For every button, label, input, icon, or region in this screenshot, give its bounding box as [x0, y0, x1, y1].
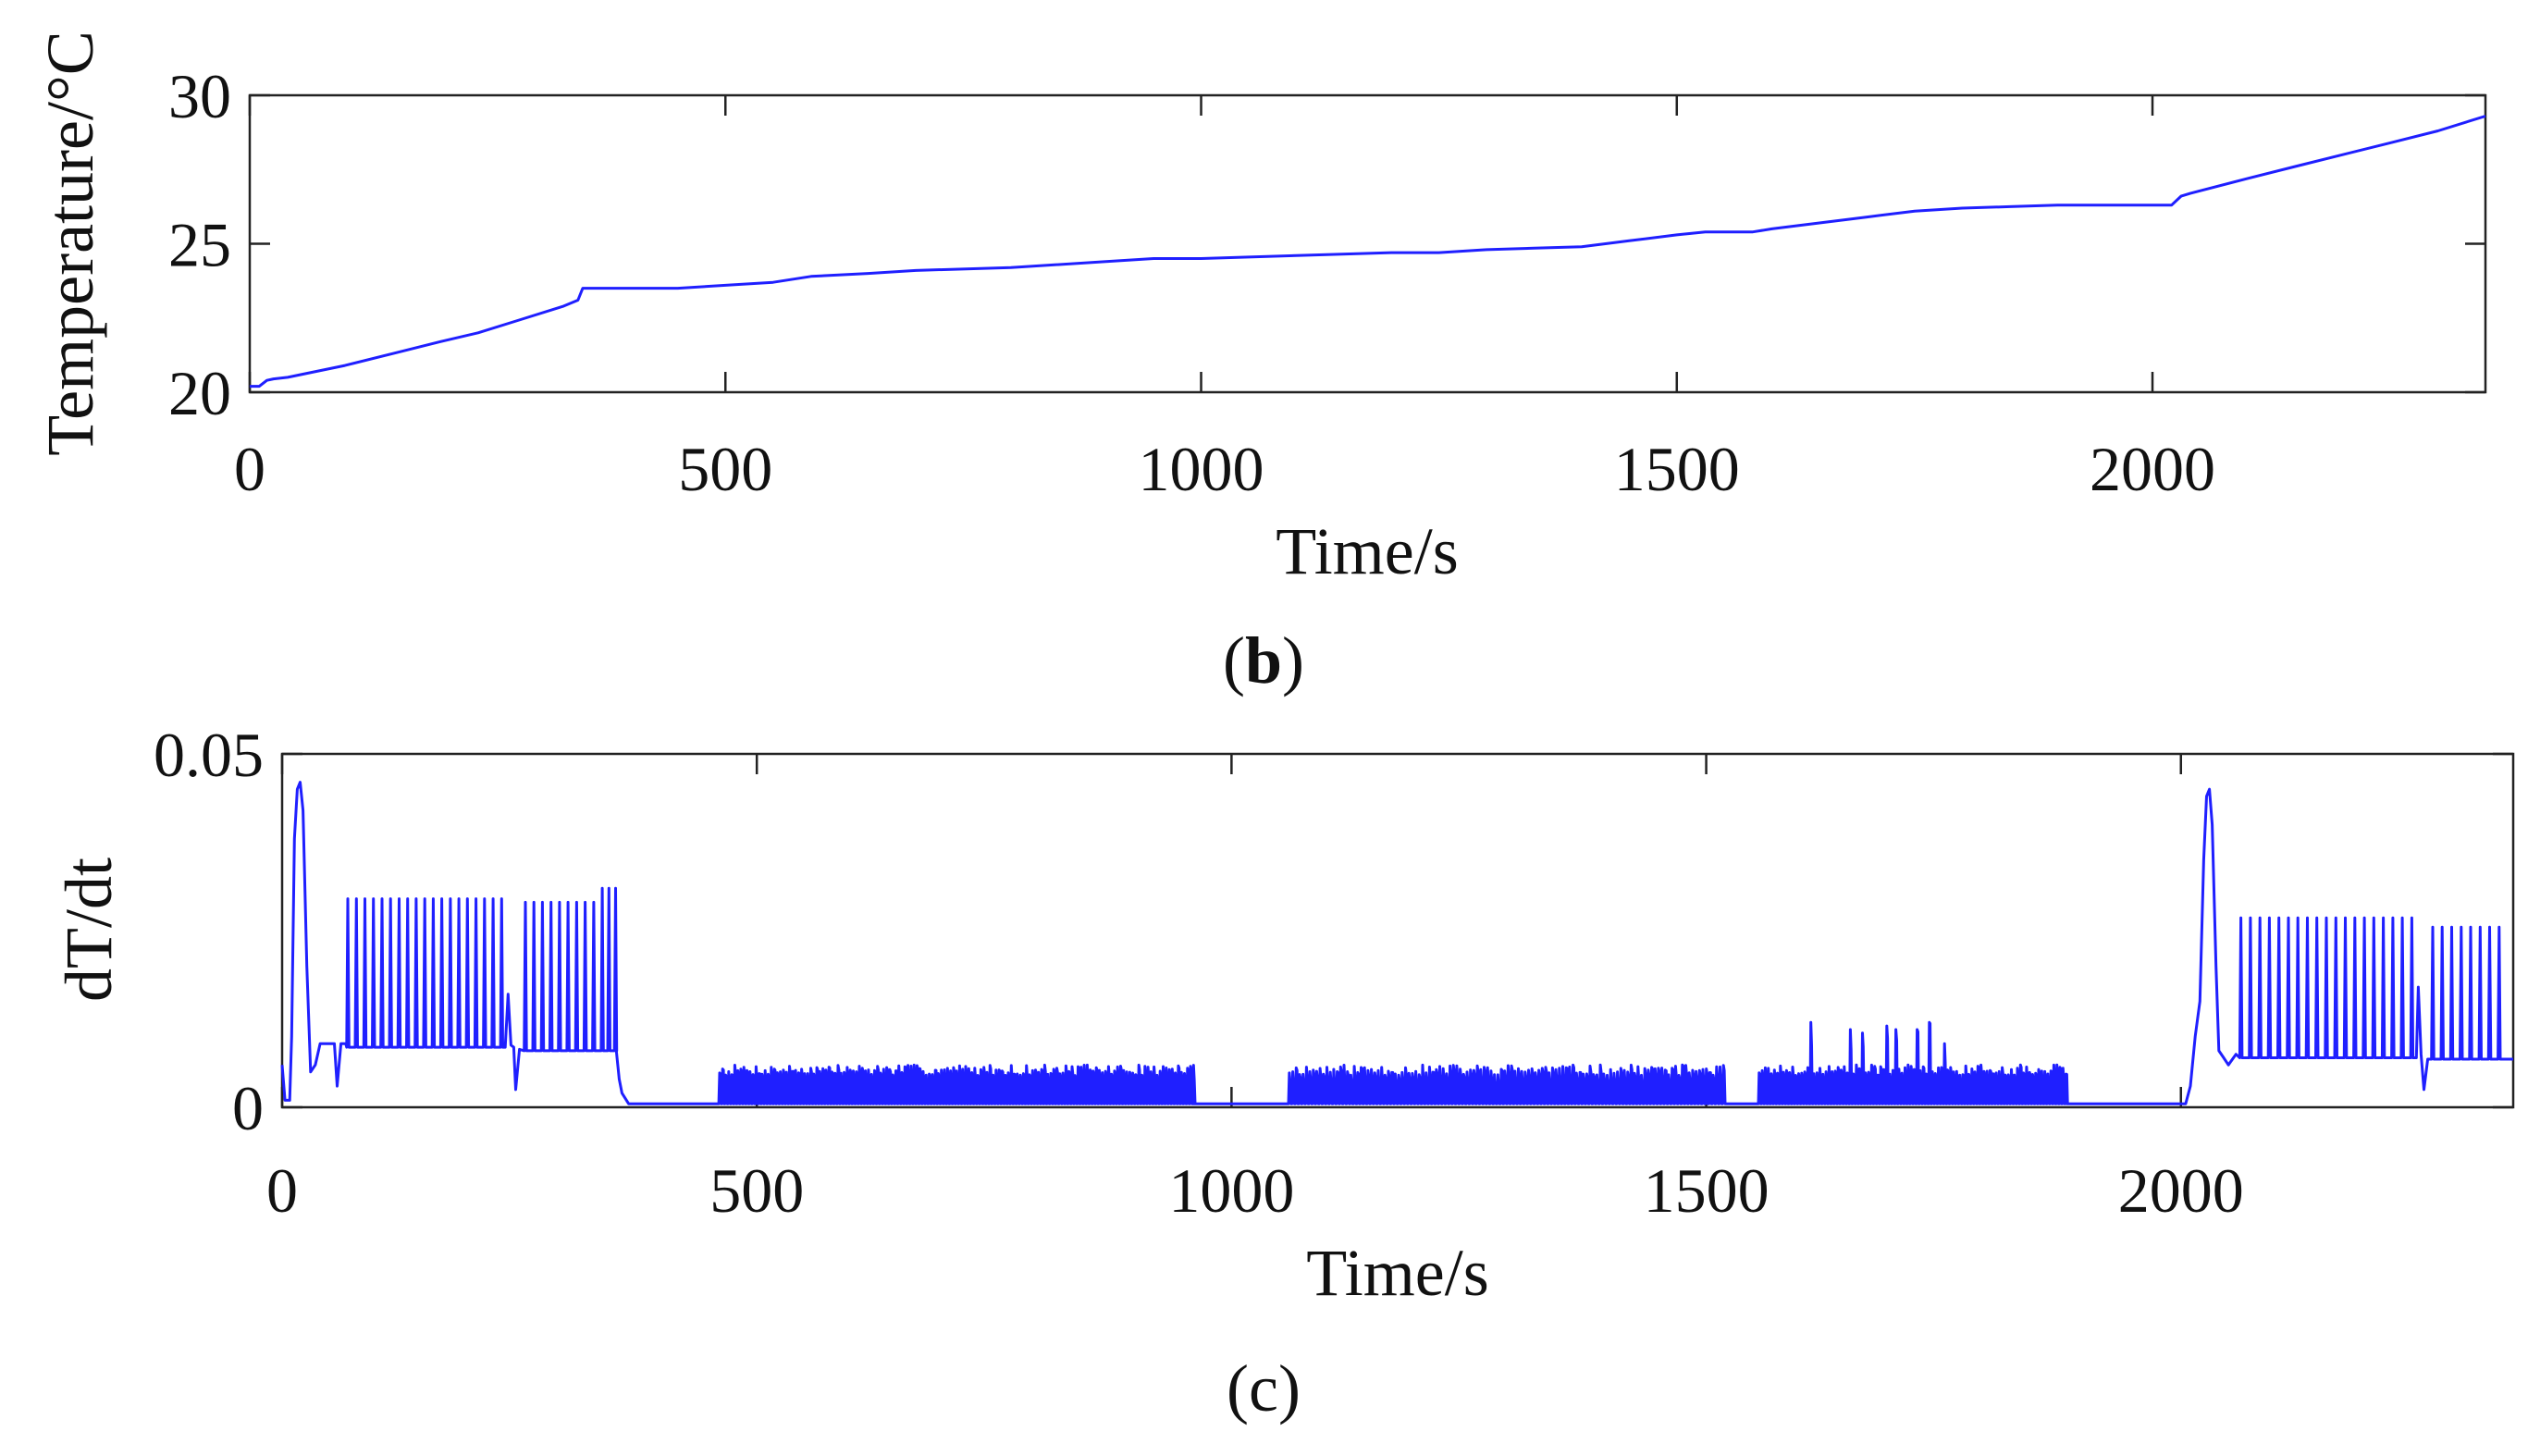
rate-x-tick-label-4: 2000: [2118, 1155, 2244, 1226]
panel-label-b: (b): [1223, 623, 1304, 697]
temperature-y-tick-label-1: 25: [168, 210, 231, 280]
rate-x-tick-label-3: 1500: [1644, 1155, 1770, 1226]
temperature-plot-frame: [248, 93, 2487, 394]
temperature-y-tick-label-0: 20: [168, 358, 231, 428]
panel-label-c-letter: c: [1249, 1351, 1278, 1425]
rate-series-line: [280, 781, 2513, 1105]
temperature-x-tick-label-1: 500: [678, 434, 772, 504]
rate-x-axis-label: Time/s: [1306, 1236, 1488, 1310]
rate-x-ticks: 0 500 1000 1500 2000: [266, 754, 2244, 1226]
temperature-x-axis-label: Time/s: [1276, 514, 1458, 588]
rate-panel: 0 500 1000 1500 2000 00.05 Time/s dT/dt (c): [52, 720, 2515, 1425]
rate-x-tick-label-1: 500: [709, 1155, 804, 1226]
rate-y-tick-label-1: 0.05: [154, 720, 264, 790]
panel-label-b-close: ): [1282, 623, 1304, 697]
temperature-x-tick-label-0: 0: [234, 434, 265, 504]
panel-label-b-open: (: [1223, 623, 1245, 697]
rate-x-tick-label-2: 1000: [1168, 1155, 1294, 1226]
temperature-x-tick-label-4: 2000: [2090, 434, 2215, 504]
temperature-y-tick-label-2: 30: [168, 61, 231, 131]
rate-x-tick-label-0: 0: [266, 1155, 298, 1226]
rate-y-tick-label-0: 0: [232, 1073, 264, 1143]
panel-label-c-open: (: [1227, 1351, 1249, 1425]
panel-label-c-close: ): [1278, 1351, 1301, 1425]
temperature-panel: 0 500 1000 1500 2000 20 25 30 Time/s Temperatu…: [33, 31, 2487, 697]
rate-y-axis-label: dT/dt: [52, 858, 126, 1002]
panel-label-b-letter: b: [1245, 623, 1282, 697]
temperature-x-tick-label-2: 1000: [1139, 434, 1264, 504]
temperature-series-line: [250, 115, 2486, 389]
rate-plot-frame: [280, 752, 2515, 1109]
rate-y-ticks: 00.05: [154, 720, 2513, 1143]
panel-label-c: (c): [1227, 1351, 1301, 1425]
temperature-y-axis-label: Temperature/°C: [33, 31, 107, 456]
temperature-y-ticks: 20 25 30: [168, 61, 2485, 428]
temperature-x-tick-label-3: 1500: [1614, 434, 1740, 504]
temperature-x-ticks: 0 500 1000 1500 2000: [234, 95, 2215, 504]
